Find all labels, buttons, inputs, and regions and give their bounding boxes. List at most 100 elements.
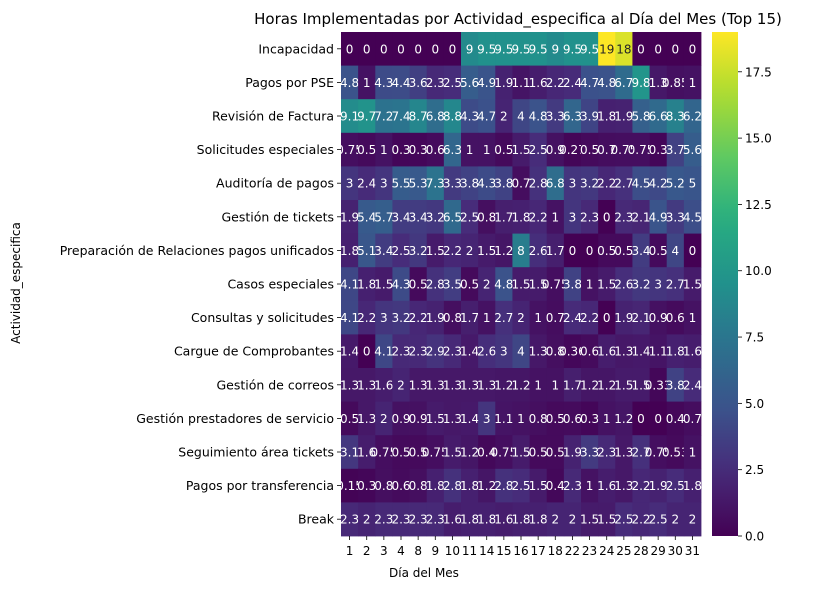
cell-value-label: 0.75 xyxy=(542,278,569,292)
cell-value-label: 5 xyxy=(689,177,697,191)
heatmap-cell xyxy=(581,200,599,234)
cell-value-label: 3 xyxy=(380,177,388,191)
heatmap-cell xyxy=(598,132,616,167)
cell-value-label: 8 xyxy=(517,244,525,258)
cell-value-label: 0.8 xyxy=(546,345,565,359)
heatmap-cell xyxy=(615,368,633,402)
cell-value-label: 1 xyxy=(380,143,388,157)
cell-value-label: 6.3 xyxy=(443,143,462,157)
cell-value-label: 0.36 xyxy=(559,345,586,359)
heatmap-cell xyxy=(478,502,496,537)
heatmap-cell xyxy=(358,300,376,335)
heatmap-cell xyxy=(598,502,616,537)
cell-value-label: 1.5 xyxy=(614,378,633,392)
cell-value-label: 1.5 xyxy=(374,278,393,292)
cell-value-label: 1.2 xyxy=(614,412,633,426)
cell-value-label: 3 xyxy=(483,412,491,426)
heatmap-cell xyxy=(409,300,428,335)
x-tick-label: 10 xyxy=(445,544,460,558)
cell-value-label: 0 xyxy=(569,244,577,258)
cell-value-label: 0 xyxy=(449,42,457,56)
heatmap-cell xyxy=(512,468,530,503)
cell-value-label: 4.1 xyxy=(374,345,393,359)
cell-value-label: 1.7 xyxy=(546,244,565,258)
cell-value-label: 3.2 xyxy=(580,177,599,191)
heatmap-cell xyxy=(615,468,633,503)
cell-value-label: 0 xyxy=(380,42,388,56)
cell-value-label: 9.5 xyxy=(511,42,530,56)
heatmap-cell xyxy=(529,32,548,66)
cell-value-label: 0 xyxy=(689,244,697,258)
heatmap-cell xyxy=(649,300,668,335)
cell-value-label: 1.6 xyxy=(597,345,616,359)
heatmap-cell xyxy=(358,32,376,66)
heatmap-cell xyxy=(649,99,668,134)
cell-value-label: 1.5 xyxy=(580,513,599,527)
heatmap-cell xyxy=(409,32,428,66)
cell-value-label: 1.3 xyxy=(614,345,633,359)
cell-value-label: 2.5 xyxy=(529,143,548,157)
heatmap-cell xyxy=(409,166,428,201)
heatmap-cell xyxy=(392,233,410,268)
heatmap-cell xyxy=(478,166,496,201)
heatmap-cell xyxy=(512,32,530,66)
cell-value-label: 2.3 xyxy=(580,210,599,224)
cell-value-label: 0.3 xyxy=(409,143,428,157)
heatmap-cell xyxy=(546,32,565,66)
cell-value-label: 4.3 xyxy=(460,110,479,124)
cell-value-label: 0.5 xyxy=(580,143,599,157)
cell-value-label: 3.3 xyxy=(580,446,599,460)
heatmap-cell xyxy=(649,200,668,234)
cell-value-label: 2.5 xyxy=(443,76,462,90)
heatmap-cell xyxy=(683,267,702,302)
cell-value-label: 1.5 xyxy=(477,244,496,258)
heatmap-cell xyxy=(495,401,513,436)
heatmap-cell xyxy=(426,468,445,503)
x-tick-labels: 1 2 3 4 8 9 10 11 14 15 16 17 18 22 23 24 25 28 29 30 31 xyxy=(346,536,700,558)
heatmap-cell xyxy=(563,300,582,335)
cell-value-label: 2.8 xyxy=(494,479,513,493)
cell-value-label: 6.5 xyxy=(443,210,462,224)
cell-value-label: 1.7 xyxy=(494,210,513,224)
cell-value-label: 2 xyxy=(500,110,508,124)
heatmap-cell xyxy=(495,267,513,302)
cell-value-label: 1 xyxy=(551,210,559,224)
heatmap-cell xyxy=(546,502,565,537)
cell-value-label: 3 xyxy=(569,177,577,191)
heatmap-cell xyxy=(632,132,650,167)
cell-value-label: 0.4 xyxy=(666,412,685,426)
heatmap-cell xyxy=(375,132,393,167)
heatmap-cell xyxy=(358,468,376,503)
cell-value-label: 0.4 xyxy=(546,479,565,493)
heatmap-cell xyxy=(649,233,668,268)
cell-value-label: 1.5 xyxy=(426,412,445,426)
heatmap-cell xyxy=(478,200,496,234)
heatmap-cell xyxy=(358,502,376,537)
cell-value-label: 18 xyxy=(616,42,631,56)
cell-value-label: 2.4 xyxy=(563,76,582,90)
cell-value-label: 1.6 xyxy=(683,345,702,359)
cell-value-label: 3.3 xyxy=(666,210,685,224)
y-tick-labels: Incapacidad Pagos por PSE Revisión de Fact… xyxy=(60,41,341,527)
colorbar-tick-label: 2.5 xyxy=(745,463,764,477)
heatmap-cell xyxy=(546,334,565,369)
cell-value-label: 0.8 xyxy=(477,210,496,224)
cell-value-label: 3.2 xyxy=(631,278,650,292)
cell-value-label: 1.5 xyxy=(597,513,616,527)
heatmap-cell xyxy=(615,99,633,134)
cell-value-label: 2.5 xyxy=(614,513,633,527)
x-tick-label: 25 xyxy=(616,544,631,558)
heatmap-cell xyxy=(341,65,359,100)
heatmap-cell xyxy=(563,200,582,234)
cell-value-label: 0.8 xyxy=(374,479,393,493)
heatmap-cell xyxy=(426,65,445,100)
heatmap-cell xyxy=(443,368,462,402)
cell-value-label: 2.3 xyxy=(409,513,428,527)
heatmap-cell xyxy=(615,32,633,66)
cell-value-label: 2.2 xyxy=(631,513,650,527)
heatmap-cell xyxy=(495,233,513,268)
heatmap-cell xyxy=(443,267,462,302)
cell-value-label: 4.1 xyxy=(340,311,359,325)
heatmap-cell xyxy=(529,368,548,402)
cell-value-label: 1.2 xyxy=(477,479,496,493)
